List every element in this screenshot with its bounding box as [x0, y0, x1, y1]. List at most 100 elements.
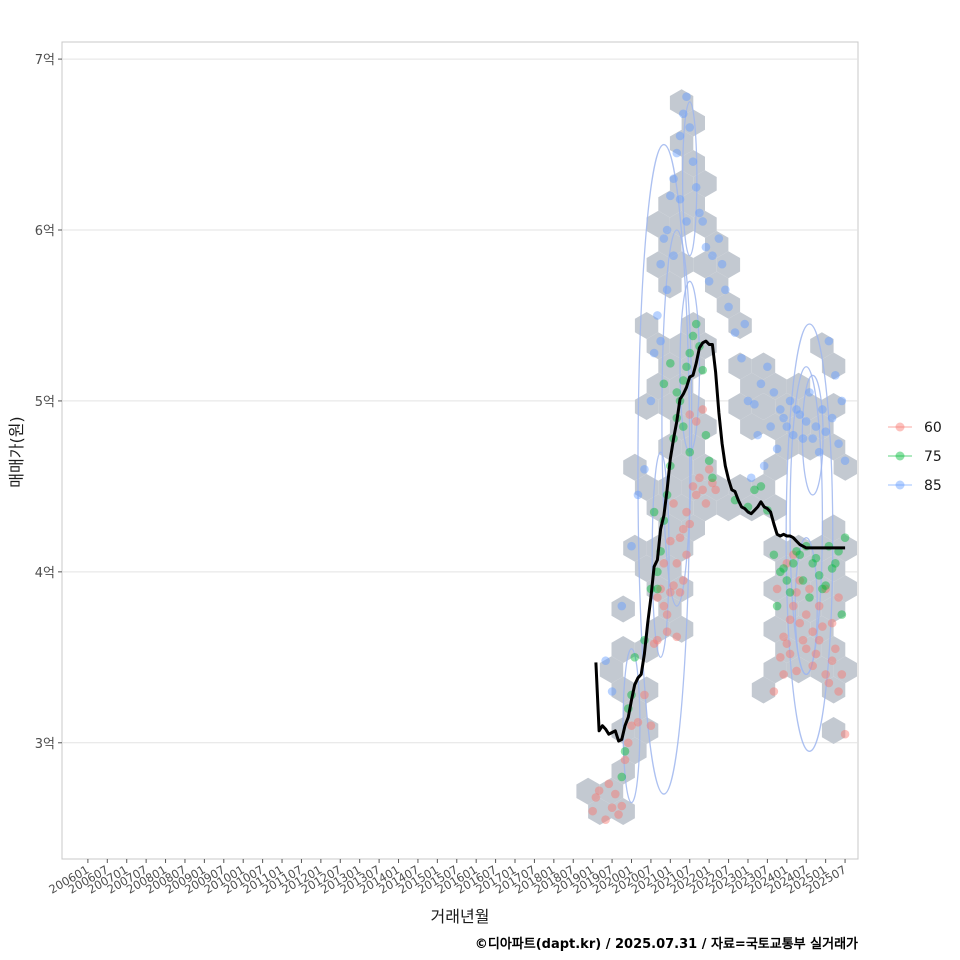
x-axis-title: 거래년월 [431, 907, 490, 926]
point-85 [776, 405, 785, 414]
hexbin-cell [634, 636, 659, 663]
hexbin-cell [833, 534, 857, 562]
hexbin-cell [740, 413, 764, 441]
point-60 [827, 656, 837, 666]
y-tick-label: 5억 [35, 395, 55, 410]
point-75 [708, 473, 717, 483]
point-60 [698, 405, 707, 414]
hexbin-cell [810, 413, 834, 441]
y-tick-label: 7억 [35, 53, 55, 68]
point-60 [779, 670, 788, 679]
point-60 [675, 588, 685, 597]
hexbin-cell [693, 251, 717, 279]
point-85 [653, 311, 662, 320]
point-75 [701, 430, 711, 440]
y-axis-ticks: 3억 4억 5억 6억 7억 [35, 53, 62, 752]
point-60 [801, 610, 811, 619]
point-60 [776, 653, 785, 662]
hexbin-cell [681, 474, 705, 501]
point-85 [695, 208, 704, 218]
hexbin-cell [658, 433, 682, 461]
point-75 [805, 593, 814, 602]
hexbin-cell [705, 271, 729, 299]
legend-label: 75 [924, 449, 942, 465]
point-75 [685, 348, 695, 358]
point-85 [795, 410, 805, 419]
hexbin-cell [693, 210, 717, 238]
point-60 [669, 581, 678, 590]
contour-line [651, 451, 670, 658]
point-75 [653, 584, 662, 594]
point-85 [662, 225, 672, 235]
hexbin-cell [693, 453, 717, 481]
point-85 [798, 434, 808, 443]
hexbin-cell [833, 656, 857, 684]
hexbin-cell [728, 352, 752, 380]
hexbin-cell [728, 474, 752, 501]
hexbin-cell [669, 615, 694, 643]
legend-label: 60 [924, 420, 942, 436]
hexbin-cell [810, 332, 834, 360]
point-85 [633, 490, 643, 500]
point-85 [792, 405, 801, 414]
point-60 [779, 632, 788, 642]
hexbin-cell [669, 251, 694, 279]
point-75 [831, 559, 840, 568]
point-75 [821, 581, 830, 590]
hexbin-cell [728, 312, 752, 339]
point-60 [795, 618, 805, 628]
contour-line [801, 374, 824, 496]
point-60 [837, 670, 847, 679]
point-60 [640, 690, 649, 700]
point-60 [769, 687, 779, 696]
point-75 [795, 550, 805, 560]
contour-line [789, 366, 824, 676]
trend-line [594, 339, 846, 743]
point-85 [682, 217, 691, 226]
hexbin-cell [681, 150, 705, 177]
point-85 [788, 430, 798, 440]
point-85 [675, 194, 685, 204]
hexbin-cell [821, 352, 846, 380]
hexbin-cell [646, 332, 670, 360]
point-85 [740, 319, 750, 329]
point-60 [594, 786, 604, 795]
point-85 [831, 370, 840, 380]
point-60 [840, 729, 850, 739]
point-60 [821, 670, 830, 679]
point-60 [688, 482, 698, 491]
point-60 [808, 627, 817, 636]
hexbin-cell [751, 393, 776, 420]
point-85 [717, 259, 727, 269]
point-75 [776, 567, 785, 577]
hexbin-cell [669, 89, 694, 117]
hexbin-cell [786, 575, 811, 603]
point-85 [730, 328, 740, 337]
y-tick-label: 3억 [35, 737, 55, 752]
point-60 [834, 687, 843, 696]
point-75 [630, 653, 640, 662]
point-60 [792, 588, 801, 597]
point-85 [698, 217, 707, 226]
point-75 [811, 553, 821, 563]
hexbin-cell [646, 372, 670, 400]
point-85 [672, 148, 682, 158]
point-85 [656, 336, 665, 346]
hexbin-cell [798, 595, 822, 623]
point-75 [682, 362, 691, 372]
point-60 [831, 644, 840, 654]
hexbin-cell [716, 291, 741, 319]
hexbin-cell [786, 534, 811, 562]
hexbin-cell [693, 413, 717, 441]
hexbin-cell [740, 494, 764, 522]
point-85 [818, 405, 827, 414]
point-60 [662, 627, 672, 636]
legend-key-75 [895, 451, 905, 461]
hexbin-cell [669, 453, 694, 481]
hexbin-cell [611, 798, 635, 825]
hexbin-cell [611, 676, 635, 704]
point-60 [782, 639, 792, 648]
x-axis-ticks: 2006012006072007012007072008012008072009… [46, 859, 849, 897]
point-75 [691, 319, 701, 329]
point-60 [666, 536, 675, 546]
